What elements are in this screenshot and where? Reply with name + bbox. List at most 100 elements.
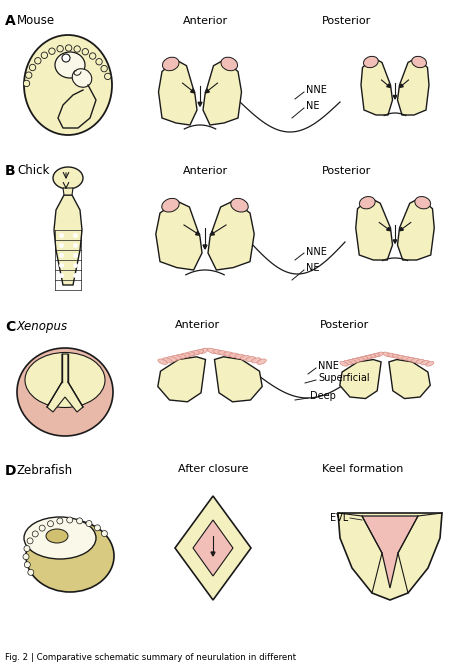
Text: Anterior: Anterior [183,16,228,26]
Circle shape [26,72,32,79]
Text: A: A [5,14,16,28]
Text: C: C [5,320,15,334]
Circle shape [77,518,82,524]
Ellipse shape [356,358,364,361]
Text: Posterior: Posterior [322,16,371,26]
Polygon shape [398,58,429,115]
Polygon shape [203,60,241,125]
Ellipse shape [392,354,401,358]
Polygon shape [340,360,381,399]
Ellipse shape [402,356,410,360]
Text: EVL: EVL [330,513,348,523]
Ellipse shape [397,355,406,359]
Ellipse shape [351,358,360,362]
Polygon shape [393,95,397,99]
Text: NNE: NNE [306,247,327,257]
Ellipse shape [421,360,429,365]
Circle shape [39,525,45,531]
Ellipse shape [17,348,113,436]
Ellipse shape [407,358,415,361]
Polygon shape [208,201,254,270]
Polygon shape [191,89,195,93]
Polygon shape [156,201,202,270]
Ellipse shape [383,352,391,357]
Polygon shape [400,84,403,87]
Polygon shape [211,552,215,556]
Text: Anterior: Anterior [175,320,220,330]
Ellipse shape [411,358,420,362]
Ellipse shape [235,354,245,359]
Circle shape [24,562,30,568]
Ellipse shape [229,353,239,358]
Ellipse shape [190,351,199,356]
Circle shape [90,53,96,59]
Polygon shape [54,195,82,285]
Circle shape [94,525,100,531]
Text: Keel formation: Keel formation [322,464,403,474]
Ellipse shape [371,353,380,358]
Text: Posterior: Posterior [322,166,371,176]
Ellipse shape [158,359,167,364]
Ellipse shape [176,354,186,359]
Polygon shape [362,516,418,588]
Polygon shape [47,354,83,412]
Ellipse shape [416,360,425,364]
Circle shape [23,554,29,560]
Polygon shape [387,84,391,87]
Ellipse shape [46,529,68,543]
Text: Posterior: Posterior [320,320,369,330]
Ellipse shape [231,199,248,212]
Ellipse shape [72,68,92,87]
Text: NE: NE [306,101,319,111]
Circle shape [41,52,47,58]
Polygon shape [338,513,442,600]
Circle shape [86,521,92,527]
Text: B: B [5,164,16,178]
Ellipse shape [185,352,195,356]
Circle shape [32,531,38,537]
Text: Mouse: Mouse [17,14,55,27]
Circle shape [23,81,30,87]
Ellipse shape [171,356,181,360]
Polygon shape [356,198,392,260]
Circle shape [27,538,33,544]
Ellipse shape [412,56,427,68]
Circle shape [28,570,34,575]
Text: Xenopus: Xenopus [17,320,68,333]
Ellipse shape [240,356,250,360]
Text: NNE: NNE [318,361,339,371]
Text: Deep: Deep [310,391,336,401]
Circle shape [101,531,108,537]
Ellipse shape [224,352,234,356]
Ellipse shape [364,56,378,68]
Ellipse shape [208,348,217,354]
Ellipse shape [167,356,177,362]
Ellipse shape [163,57,179,70]
Polygon shape [215,357,262,402]
Text: After closure: After closure [178,464,248,474]
Ellipse shape [375,352,383,357]
Ellipse shape [213,350,223,354]
Ellipse shape [388,353,396,358]
Text: Zebrafish: Zebrafish [17,464,73,477]
Ellipse shape [340,362,348,366]
Ellipse shape [162,199,179,212]
Ellipse shape [24,35,112,135]
Circle shape [57,518,63,524]
Polygon shape [63,188,73,195]
Polygon shape [158,60,197,125]
Circle shape [24,546,30,552]
Text: NE: NE [306,263,319,273]
Polygon shape [158,357,206,402]
Text: Superficial: Superficial [318,373,370,383]
Ellipse shape [426,362,434,366]
Ellipse shape [194,350,204,354]
Polygon shape [203,245,207,249]
Polygon shape [393,240,397,244]
Circle shape [47,521,54,527]
Polygon shape [400,227,403,231]
Text: Fig. 2 | Comparative schematic summary of neurulation in different: Fig. 2 | Comparative schematic summary o… [5,653,296,662]
Ellipse shape [221,57,237,70]
Circle shape [67,517,73,523]
Text: Chick: Chick [17,164,49,177]
